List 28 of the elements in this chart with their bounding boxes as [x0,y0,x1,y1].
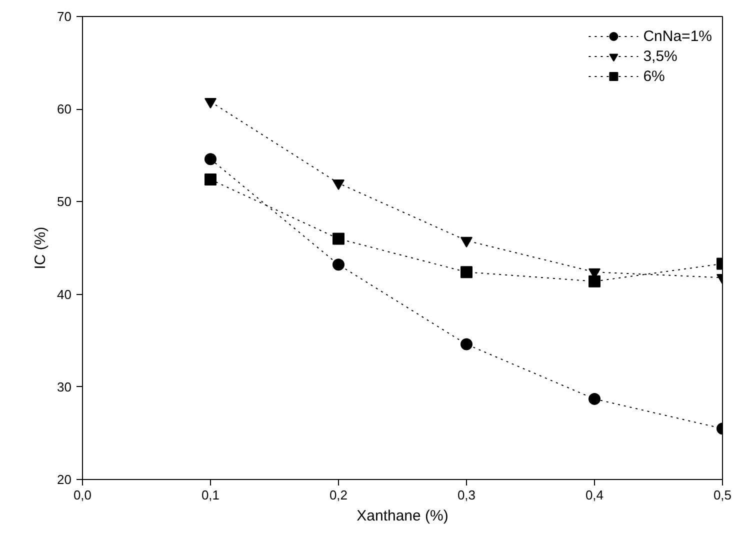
x-tick-label: 0,1 [201,488,220,502]
y-tick-label: 40 [57,286,72,302]
x-tick-label: 0,5 [713,488,732,502]
y-tick-label: 30 [57,379,72,394]
point [588,392,600,405]
point [332,258,344,271]
x-tick-label: 0,3 [457,488,476,502]
point [460,338,472,350]
y-axis-title: IC (%) [32,226,50,270]
legend-label: 6% [643,68,665,84]
legend-label: CnNa=1% [643,28,712,44]
point [460,266,472,278]
point [460,236,472,248]
point [332,180,344,190]
x-tick-label: 0,0 [73,488,92,502]
y-tick-label: 20 [57,472,72,487]
legend-label: 3,5% [643,48,678,64]
point [204,153,216,166]
point [588,275,600,288]
x-tick-label: 0,4 [585,488,604,502]
y-tick-label: 50 [57,194,72,210]
x-axis-title: Xanthane (%) [356,508,448,524]
y-tick-label: 70 [57,9,72,24]
point [204,98,216,109]
y-tick-label: 60 [57,102,72,117]
x-tick-label: 0,2 [329,488,348,502]
point [332,232,344,245]
point [204,173,216,186]
